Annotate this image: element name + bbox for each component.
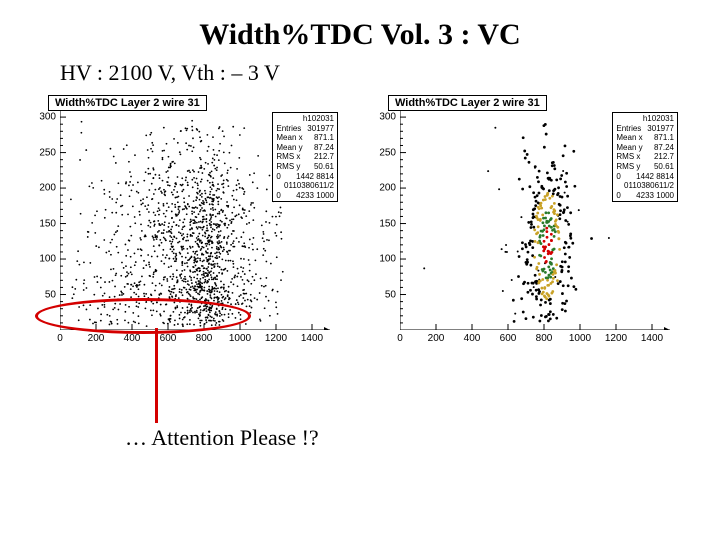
right-y-tick-labels: 50 100 150 200 250 300 [370, 110, 398, 330]
y-tick-label: 50 [385, 289, 396, 300]
x-tick-label: 1000 [229, 333, 251, 344]
y-tick-label: 250 [39, 147, 56, 158]
right-chart-header: Width%TDC Layer 2 wire 31 [388, 95, 547, 111]
y-tick-label: 200 [379, 183, 396, 194]
x-tick-label: 1200 [265, 333, 287, 344]
x-tick-label: 800 [536, 333, 553, 344]
x-tick-label: 200 [428, 333, 445, 344]
right-x-tick-labels: 0 200 400 600 800 1000 1200 1400 [400, 333, 670, 347]
slide-title: Width%TDC Vol. 3 : VC [0, 0, 720, 52]
subtitle-text: HV : 2100 V, Vth : – 3 V [60, 60, 280, 86]
x-tick-label: 1400 [301, 333, 323, 344]
left-y-tick-labels: 50 100 150 200 250 300 [30, 110, 58, 330]
left-x-tick-labels: 0 200 400 600 800 1000 1200 1400 [60, 333, 330, 347]
y-tick-label: 100 [379, 254, 396, 265]
y-tick-label: 150 [379, 218, 396, 229]
right-chart: Width%TDC Layer 2 wire 31 50 100 150 200 250… [370, 95, 680, 355]
callout-ellipse [35, 298, 251, 334]
y-tick-label: 150 [39, 218, 56, 229]
y-tick-label: 300 [379, 112, 396, 123]
callout-line [155, 328, 158, 423]
x-tick-label: 600 [160, 333, 177, 344]
y-tick-label: 300 [39, 112, 56, 123]
x-tick-label: 0 [57, 333, 63, 344]
left-chart-header: Width%TDC Layer 2 wire 31 [48, 95, 207, 111]
x-tick-label: 400 [464, 333, 481, 344]
x-tick-label: 1200 [605, 333, 627, 344]
x-tick-label: 800 [196, 333, 213, 344]
y-tick-label: 200 [39, 183, 56, 194]
left-stats-box: h102031Entries301977Mean x871.1Mean y87.… [272, 112, 338, 202]
x-tick-label: 1000 [569, 333, 591, 344]
y-tick-label: 250 [379, 147, 396, 158]
y-tick-label: 50 [45, 289, 56, 300]
x-tick-label: 400 [124, 333, 141, 344]
attention-text: … Attention Please !? [125, 425, 319, 451]
x-tick-label: 0 [397, 333, 403, 344]
y-tick-label: 100 [39, 254, 56, 265]
right-stats-box: h102031Entries301977Mean x871.1Mean y87.… [612, 112, 678, 202]
x-tick-label: 200 [88, 333, 105, 344]
x-tick-label: 1400 [641, 333, 663, 344]
x-tick-label: 600 [500, 333, 517, 344]
